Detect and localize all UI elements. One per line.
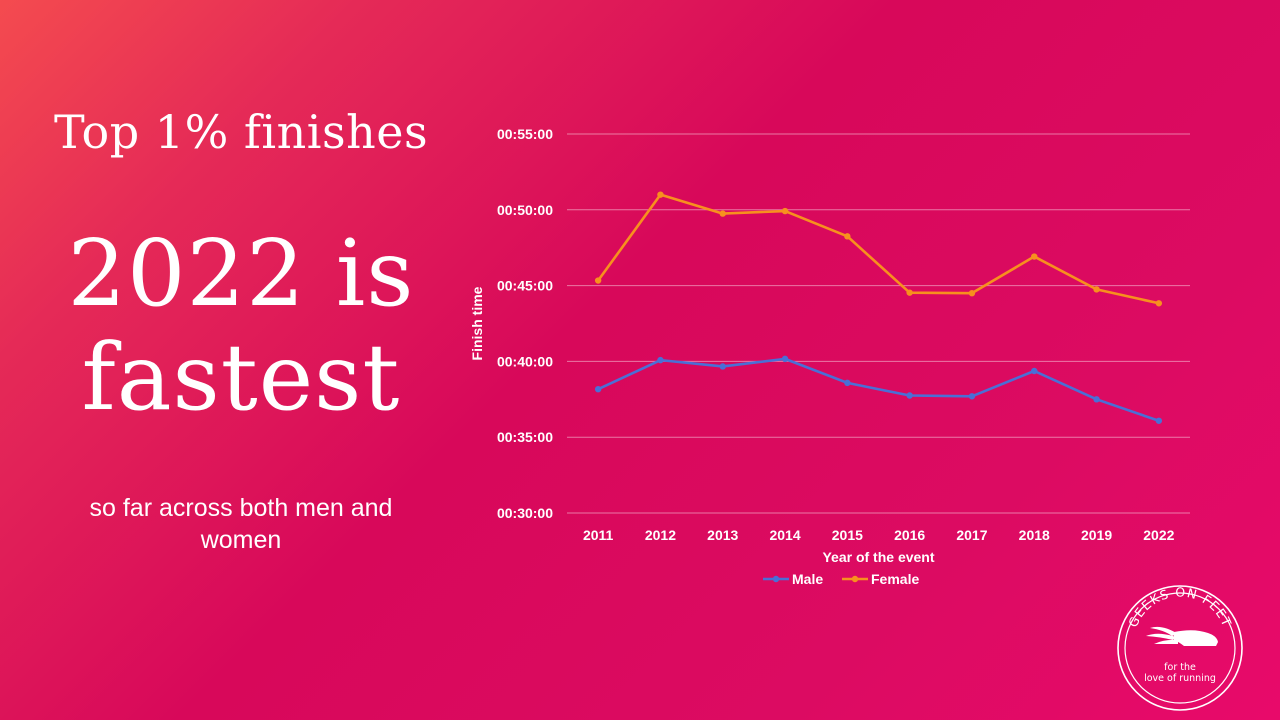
female-point [906, 289, 913, 296]
male-point [594, 385, 602, 393]
x-tick-label: 2016 [894, 527, 925, 543]
legend-male-label: Male [792, 571, 823, 587]
male-point [657, 356, 664, 364]
x-tick-label: 2013 [707, 527, 738, 543]
x-tick-label: 2018 [1019, 527, 1050, 543]
x-tick-label: 2012 [645, 527, 676, 543]
male-point [719, 363, 726, 370]
legend-female-label: Female [871, 571, 919, 587]
slide-heading: Top 1% finishes [53, 105, 429, 159]
female-point [844, 233, 851, 240]
logo-outer-ring [1117, 585, 1243, 711]
x-tick-label: 2015 [832, 527, 863, 543]
y-tick-label: 00:50:00 [497, 202, 553, 218]
logo-arc-text: GEEKS ON FEET [1125, 584, 1235, 629]
x-tick-label: 2019 [1081, 527, 1112, 543]
y-tick-label: 00:30:00 [497, 505, 553, 521]
headline-line-1: 2022 is [67, 220, 415, 327]
female-point [1093, 286, 1100, 293]
female-point [1155, 300, 1163, 307]
logo-tagline-line-1: for the [1164, 662, 1196, 673]
logo-tagline-line-2: love of running [1144, 673, 1216, 684]
male-point [1031, 367, 1038, 375]
female-point [781, 207, 789, 215]
y-tick-label: 00:55:00 [497, 126, 553, 142]
female-series-line [597, 193, 1160, 305]
male-point [968, 393, 976, 400]
male-point [844, 379, 851, 387]
male-series-line [597, 357, 1160, 423]
female-point [1031, 253, 1038, 260]
male-point [1093, 396, 1100, 403]
slide-subtext: so far across both men and women [89, 494, 393, 554]
x-tick-label: 2011 [583, 527, 614, 543]
y-tick-label: 00:40:00 [497, 353, 553, 369]
male-point [781, 355, 789, 363]
headline-line-2: fastest [81, 324, 401, 431]
y-tick-label: 00:45:00 [497, 278, 553, 294]
female-point [719, 210, 726, 217]
female-point [657, 191, 664, 198]
slide-headline: 2022 is fastest [0, 222, 482, 430]
logo-inner-ring [1124, 592, 1236, 704]
winged-shoe-icon [1146, 626, 1218, 646]
legend-male-marker [772, 575, 780, 583]
x-tick-label: 2022 [1143, 527, 1174, 543]
male-point [1155, 417, 1163, 424]
x-axis-title: Year of the event [822, 549, 934, 565]
geeks-on-feet-logo: GEEKS ON FEET for the love of running [1117, 584, 1243, 711]
y-axis-title: Finish time [469, 286, 485, 360]
x-tick-label: 2014 [769, 527, 800, 543]
x-tick-label: 2017 [956, 527, 987, 543]
male-point [906, 392, 913, 399]
legend-female-marker [851, 575, 859, 583]
female-point [968, 289, 976, 297]
female-point [594, 277, 602, 284]
y-tick-label: 00:35:00 [497, 429, 553, 445]
